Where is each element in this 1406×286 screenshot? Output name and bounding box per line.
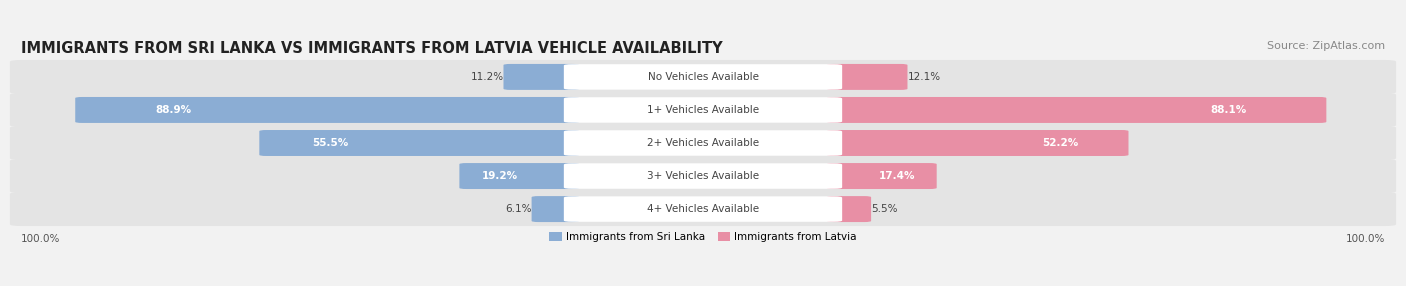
FancyBboxPatch shape [460, 163, 579, 189]
FancyBboxPatch shape [564, 196, 842, 222]
Text: 88.1%: 88.1% [1211, 105, 1247, 115]
Legend: Immigrants from Sri Lanka, Immigrants from Latvia: Immigrants from Sri Lanka, Immigrants fr… [546, 228, 860, 247]
Text: 19.2%: 19.2% [482, 171, 519, 181]
Text: 55.5%: 55.5% [312, 138, 349, 148]
Text: 11.2%: 11.2% [471, 72, 503, 82]
FancyBboxPatch shape [10, 126, 1396, 160]
Text: No Vehicles Available: No Vehicles Available [648, 72, 758, 82]
FancyBboxPatch shape [503, 64, 579, 90]
Text: 3+ Vehicles Available: 3+ Vehicles Available [647, 171, 759, 181]
FancyBboxPatch shape [827, 163, 936, 189]
Text: 1+ Vehicles Available: 1+ Vehicles Available [647, 105, 759, 115]
FancyBboxPatch shape [827, 130, 1129, 156]
Text: 12.1%: 12.1% [907, 72, 941, 82]
FancyBboxPatch shape [76, 97, 579, 123]
FancyBboxPatch shape [531, 196, 579, 222]
Text: 4+ Vehicles Available: 4+ Vehicles Available [647, 204, 759, 214]
FancyBboxPatch shape [564, 64, 842, 90]
Text: 17.4%: 17.4% [879, 171, 915, 181]
FancyBboxPatch shape [10, 60, 1396, 94]
Text: 5.5%: 5.5% [872, 204, 897, 214]
FancyBboxPatch shape [259, 130, 579, 156]
FancyBboxPatch shape [564, 163, 842, 189]
FancyBboxPatch shape [10, 192, 1396, 226]
Text: 2+ Vehicles Available: 2+ Vehicles Available [647, 138, 759, 148]
FancyBboxPatch shape [564, 97, 842, 123]
FancyBboxPatch shape [10, 93, 1396, 127]
FancyBboxPatch shape [564, 130, 842, 156]
Text: 52.2%: 52.2% [1042, 138, 1078, 148]
Text: 100.0%: 100.0% [21, 234, 60, 244]
Text: Source: ZipAtlas.com: Source: ZipAtlas.com [1267, 41, 1385, 51]
Text: IMMIGRANTS FROM SRI LANKA VS IMMIGRANTS FROM LATVIA VEHICLE AVAILABILITY: IMMIGRANTS FROM SRI LANKA VS IMMIGRANTS … [21, 41, 723, 56]
FancyBboxPatch shape [827, 196, 872, 222]
Text: 100.0%: 100.0% [1346, 234, 1385, 244]
FancyBboxPatch shape [827, 64, 907, 90]
FancyBboxPatch shape [827, 97, 1326, 123]
Text: 88.9%: 88.9% [156, 105, 191, 115]
Text: 6.1%: 6.1% [505, 204, 531, 214]
FancyBboxPatch shape [10, 159, 1396, 193]
